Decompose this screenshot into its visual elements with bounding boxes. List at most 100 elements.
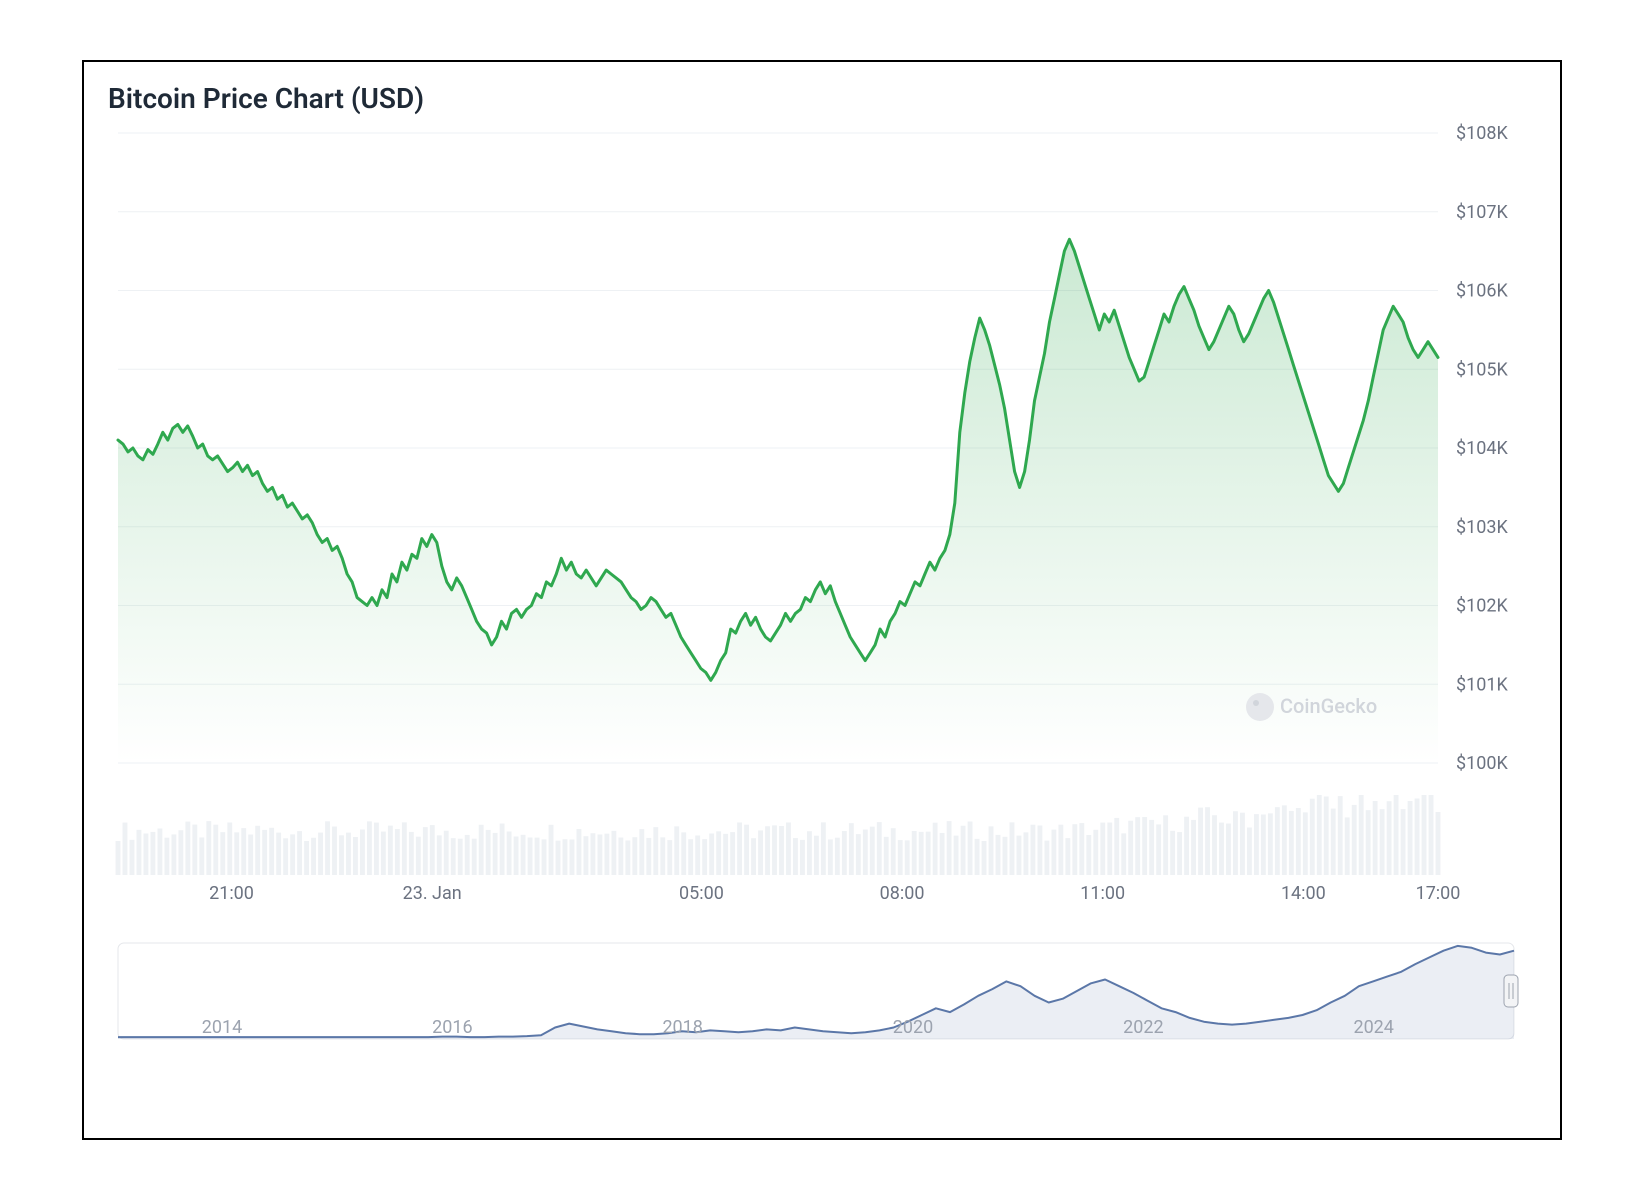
volume-bar	[849, 823, 854, 875]
volume-bar	[884, 837, 889, 875]
x-tick-label: 23. Jan	[403, 883, 462, 904]
volume-bar	[1065, 838, 1070, 875]
volume-bar	[604, 834, 609, 875]
volume-bar	[961, 826, 966, 875]
volume-bar	[1261, 814, 1266, 875]
volume-bar	[150, 832, 155, 875]
volume-bar	[521, 835, 526, 875]
volume-bar	[926, 832, 931, 875]
x-tick-label: 17:00	[1416, 883, 1461, 904]
volume-bar	[1345, 817, 1350, 875]
volume-bar	[842, 831, 847, 875]
volume-bar	[688, 839, 693, 875]
volume-bar	[116, 841, 121, 875]
volume-bar	[1121, 833, 1126, 875]
volume-bar	[1079, 823, 1084, 875]
volume-bar	[416, 837, 421, 875]
volume-bar	[940, 833, 945, 875]
volume-bar	[563, 839, 568, 875]
volume-bar	[1338, 796, 1343, 875]
volume-bar	[856, 834, 861, 875]
volume-bar	[1205, 807, 1210, 875]
volume-bar	[835, 838, 840, 875]
chart-title: Bitcoin Price Chart (USD)	[108, 82, 1536, 115]
volume-bar	[472, 839, 477, 875]
x-tick-label: 21:00	[209, 883, 254, 904]
volume-bar	[248, 835, 253, 875]
volume-bar	[276, 833, 281, 875]
volume-bar	[465, 835, 470, 875]
volume-bar	[814, 836, 819, 875]
volume-bar	[1331, 809, 1336, 875]
y-tick-label: $101K	[1456, 674, 1508, 695]
volume-bar	[982, 841, 987, 875]
volume-bar	[1401, 809, 1406, 875]
navigator-year-label: 2024	[1353, 1017, 1393, 1038]
volume-bar	[828, 839, 833, 875]
volume-bar	[423, 827, 428, 875]
volume-bar	[793, 838, 798, 875]
volume-bar	[528, 838, 533, 875]
volume-bar	[1135, 817, 1140, 875]
volume-bar	[590, 833, 595, 875]
main-price-chart[interactable]: $100K$101K$102K$103K$104K$105K$106K$107K…	[108, 123, 1536, 773]
volume-bar	[1177, 832, 1182, 875]
volume-bar	[870, 827, 875, 875]
volume-bar	[947, 821, 952, 875]
volume-bar	[479, 825, 484, 875]
volume-bar	[674, 826, 679, 875]
volume-bar	[919, 832, 924, 875]
price-area	[118, 239, 1438, 763]
volume-bar	[996, 835, 1001, 875]
volume-bar	[164, 838, 169, 875]
volume-bar	[1184, 817, 1189, 875]
volume-bar	[409, 832, 414, 875]
volume-bar	[807, 831, 812, 875]
volume-bar	[1100, 823, 1105, 875]
volume-bar	[1051, 830, 1056, 875]
navigator-year-label: 2014	[202, 1017, 242, 1038]
volume-bar	[1359, 795, 1364, 875]
volume-bar	[556, 841, 561, 875]
volume-bar	[486, 830, 491, 875]
volume-bar	[458, 839, 463, 875]
volume-bar	[1072, 824, 1077, 875]
navigator-year-label: 2022	[1123, 1017, 1163, 1038]
volume-bar	[213, 825, 218, 875]
volume-bar	[1436, 812, 1441, 875]
volume-bar	[577, 829, 582, 875]
chart-frame: Bitcoin Price Chart (USD) $100K$101K$102…	[82, 60, 1562, 1140]
volume-chart	[108, 785, 1536, 875]
volume-bar	[723, 834, 728, 875]
volume-bar	[1247, 828, 1252, 875]
navigator-area	[118, 946, 1514, 1039]
volume-bar	[765, 826, 770, 875]
volume-bar	[821, 822, 826, 875]
navigator-handle[interactable]	[1504, 975, 1518, 1007]
volume-bar	[325, 821, 330, 875]
volume-bar	[975, 839, 980, 875]
volume-bar	[905, 840, 910, 875]
volume-bar	[549, 825, 554, 875]
volume-bar	[1170, 831, 1175, 875]
navigator-chart[interactable]: 201420162018202020222024	[108, 937, 1536, 1047]
volume-bar	[227, 822, 232, 875]
volume-bar	[220, 832, 225, 875]
volume-bar	[388, 826, 393, 875]
volume-bar	[1156, 824, 1161, 875]
volume-bar	[1017, 836, 1022, 875]
volume-bar	[1128, 821, 1133, 875]
volume-bar	[178, 830, 183, 875]
volume-bar	[144, 834, 149, 875]
volume-bar	[1010, 822, 1015, 875]
volume-bar	[1226, 824, 1231, 875]
volume-bar	[1268, 813, 1273, 875]
volume-bar	[1303, 812, 1308, 875]
volume-bar	[367, 821, 372, 875]
volume-bar	[430, 825, 435, 875]
watermark-icon	[1246, 693, 1274, 721]
volume-bar	[989, 826, 994, 875]
volume-bar	[542, 839, 547, 875]
volume-bar	[185, 822, 190, 875]
volume-bar	[402, 822, 407, 875]
